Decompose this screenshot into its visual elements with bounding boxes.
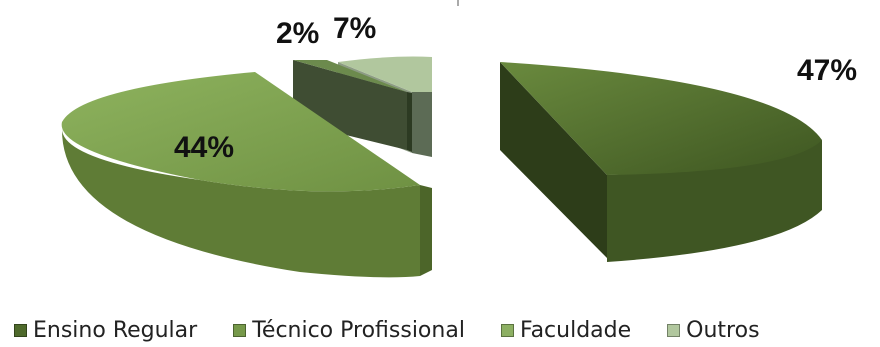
legend-swatch-tecnico-profissional (233, 323, 247, 337)
label-outros: 7% (333, 12, 376, 45)
legend-label-ensino-regular: Ensino Regular (33, 317, 198, 343)
legend-item-tecnico-profissional: Técnico Profissional (233, 318, 465, 343)
legend-label-faculdade: Faculdade (519, 317, 632, 343)
label-ensino-regular: 47% (797, 54, 857, 87)
legend-label-tecnico-profissional: Técnico Profissional (252, 317, 465, 343)
label-tecnico-profissional: 44% (174, 131, 234, 164)
legend-item-ensino-regular: Ensino Regular (14, 318, 197, 343)
slice-faculdade-front (407, 92, 412, 152)
slice-faculdade-top (293, 60, 407, 92)
slice-outros-top (338, 56, 432, 92)
slice-tecnico-top (61, 72, 421, 192)
legend: Ensino Regular Técnico Profissional Facu… (0, 313, 880, 347)
pie-chart: 2% 7% 44% 47% (61, 0, 857, 278)
legend-swatch-ensino-regular (14, 323, 27, 337)
slice-ensino-regular (500, 62, 822, 262)
legend-item-faculdade: Faculdade (500, 317, 632, 343)
slice-tecnico-cut (420, 185, 432, 276)
legend-swatch-outros (667, 323, 681, 337)
slice-ensino-top (500, 62, 822, 175)
slice-ensino-cut (500, 62, 607, 258)
label-faculdade: 2% (276, 17, 319, 50)
slice-ensino-side (607, 140, 822, 262)
slice-tecnico-profissional (61, 72, 432, 278)
legend-swatch-faculdade (500, 323, 514, 337)
slice-tecnico-side (61, 128, 420, 278)
legend-label-outros: Outros (686, 317, 760, 343)
legend-item-outros: Outros (667, 317, 760, 343)
